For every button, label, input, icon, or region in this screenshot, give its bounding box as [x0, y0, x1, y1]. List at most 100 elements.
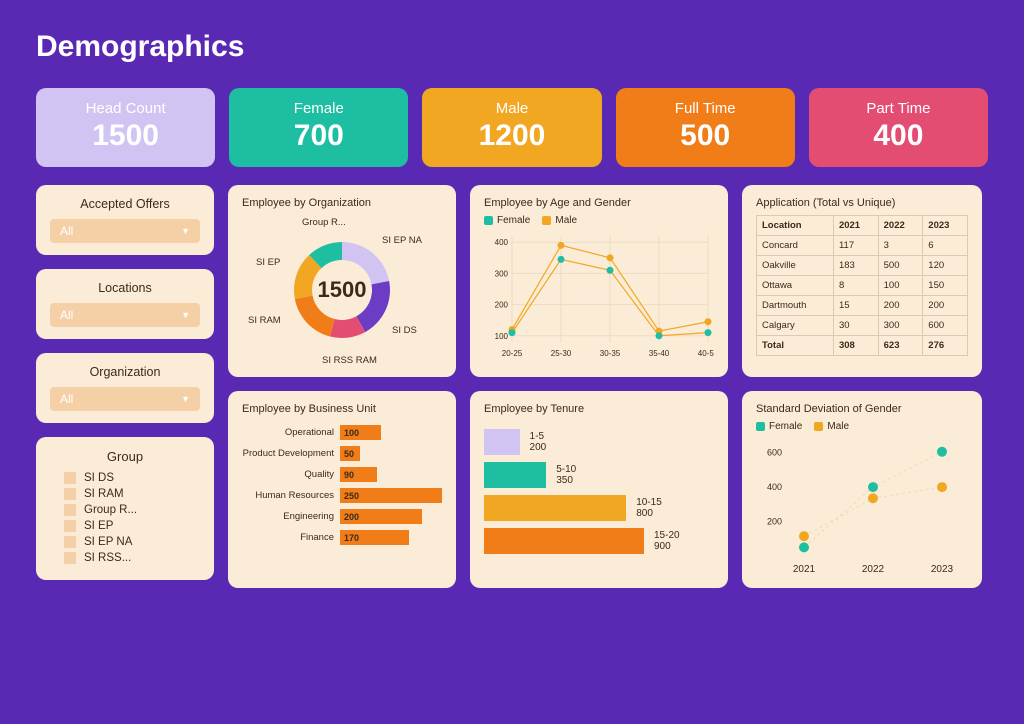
donut-title: Employee by Organization	[242, 197, 442, 209]
kpi-value: 1200	[422, 119, 601, 153]
group-item-label: SI DS	[84, 472, 114, 484]
data-point	[799, 542, 809, 552]
svg-text:2022: 2022	[862, 564, 885, 575]
donut-slice-label: SI DS	[392, 325, 417, 336]
kpi-value: 700	[229, 119, 408, 153]
kpi-male: Male 1200	[422, 88, 601, 167]
page-title: Demographics	[36, 30, 988, 64]
legend-swatch-icon	[484, 216, 493, 225]
svg-text:600: 600	[767, 448, 782, 458]
bu-row: Human Resources 250	[242, 488, 442, 503]
group-item[interactable]: Group R...	[50, 504, 200, 516]
table-cell: Calgary	[757, 316, 834, 336]
legend-swatch-icon	[756, 422, 765, 431]
table-cell: 100	[878, 276, 923, 296]
filter-label: Accepted Offers	[50, 197, 200, 211]
data-point	[705, 318, 712, 325]
filter-card-accepted-offers: Accepted Offers All ▼	[36, 185, 214, 255]
data-point	[558, 242, 565, 249]
legend-swatch-icon	[814, 422, 823, 431]
age-gender-card: Employee by Age and Gender FemaleMale 10…	[470, 185, 728, 377]
filter-dropdown[interactable]: All ▼	[50, 303, 200, 327]
table-cell: Dartmouth	[757, 296, 834, 316]
table-cell: 200	[878, 296, 923, 316]
svg-text:200: 200	[495, 301, 509, 310]
filter-dropdown[interactable]: All ▼	[50, 387, 200, 411]
group-swatch-icon	[64, 536, 76, 548]
group-item-label: SI EP NA	[84, 536, 132, 548]
table-row: Concard11736	[757, 236, 968, 256]
svg-text:2021: 2021	[793, 564, 816, 575]
bu-row: Quality 90	[242, 467, 442, 482]
filter-label: Locations	[50, 281, 200, 295]
table-cell: 300	[878, 316, 923, 336]
kpi-label: Part Time	[809, 100, 988, 117]
legend-swatch-icon	[542, 216, 551, 225]
donut-card: Employee by Organization 1500 SI EP NASI…	[228, 185, 456, 377]
filter-label: Organization	[50, 365, 200, 379]
bu-label: Operational	[242, 427, 334, 438]
table-header: 2022	[878, 216, 923, 236]
group-title: Group	[50, 449, 200, 464]
legend-item: Male	[814, 421, 849, 432]
svg-text:400: 400	[495, 238, 509, 247]
applications-card: Application (Total vs Unique) Location20…	[742, 185, 982, 377]
table-row: Calgary30300600	[757, 316, 968, 336]
dropdown-value: All	[60, 224, 73, 238]
donut-slice-label: Group R...	[302, 217, 346, 228]
tenure-text: 1-5200	[530, 431, 547, 454]
svg-text:2023: 2023	[931, 564, 954, 575]
bu-bar: 50	[340, 446, 360, 461]
table-header: 2023	[923, 216, 968, 236]
kpi-label: Male	[422, 100, 601, 117]
bu-row: Operational 100	[242, 425, 442, 440]
table-cell: 6	[923, 236, 968, 256]
donut-slice-label: SI RAM	[248, 315, 281, 326]
bu-bar: 200	[340, 509, 422, 524]
kpi-value: 400	[809, 119, 988, 153]
table-cell: 600	[923, 316, 968, 336]
filter-card-organization: Organization All ▼	[36, 353, 214, 423]
svg-text:400: 400	[767, 482, 782, 492]
data-point	[705, 329, 712, 336]
tenure-row: 15-20900	[484, 528, 714, 554]
kpi-female: Female 700	[229, 88, 408, 167]
group-item[interactable]: SI EP	[50, 520, 200, 532]
table-cell: 150	[923, 276, 968, 296]
bu-bar: 100	[340, 425, 381, 440]
applications-title: Application (Total vs Unique)	[756, 197, 968, 209]
table-cell: 500	[878, 256, 923, 276]
stddev-card: Standard Deviation of Gender FemaleMale …	[742, 391, 982, 588]
bu-label: Finance	[242, 532, 334, 543]
data-point	[868, 493, 878, 503]
data-point	[607, 267, 614, 274]
bu-label: Quality	[242, 469, 334, 480]
tenure-text: 15-20900	[654, 530, 680, 553]
tenure-row: 10-15800	[484, 495, 714, 521]
chevron-down-icon: ▼	[181, 394, 190, 404]
bu-bar: 90	[340, 467, 377, 482]
filter-dropdown[interactable]: All ▼	[50, 219, 200, 243]
table-row: Ottawa8100150	[757, 276, 968, 296]
tenure-bar	[484, 429, 520, 455]
table-cell: 183	[833, 256, 878, 276]
group-item[interactable]: SI RSS...	[50, 552, 200, 564]
kpi-label: Female	[229, 100, 408, 117]
table-cell: 117	[833, 236, 878, 256]
filter-card-locations: Locations All ▼	[36, 269, 214, 339]
business-unit-card: Employee by Business Unit Operational 10…	[228, 391, 456, 588]
group-item[interactable]: SI RAM	[50, 488, 200, 500]
bu-bar: 170	[340, 530, 409, 545]
chevron-down-icon: ▼	[181, 310, 190, 320]
age-gender-title: Employee by Age and Gender	[484, 197, 714, 209]
tenure-card: Employee by Tenure 1-5200 5-10350 10-158…	[470, 391, 728, 588]
group-item[interactable]: SI EP NA	[50, 536, 200, 548]
tenure-bar	[484, 495, 626, 521]
donut-center-value: 1500	[318, 277, 367, 303]
applications-table: Location202120222023Concard11736Oakville…	[756, 215, 968, 356]
dropdown-value: All	[60, 308, 73, 322]
bu-label: Human Resources	[242, 490, 334, 501]
data-point	[799, 531, 809, 541]
table-cell: 8	[833, 276, 878, 296]
group-item[interactable]: SI DS	[50, 472, 200, 484]
